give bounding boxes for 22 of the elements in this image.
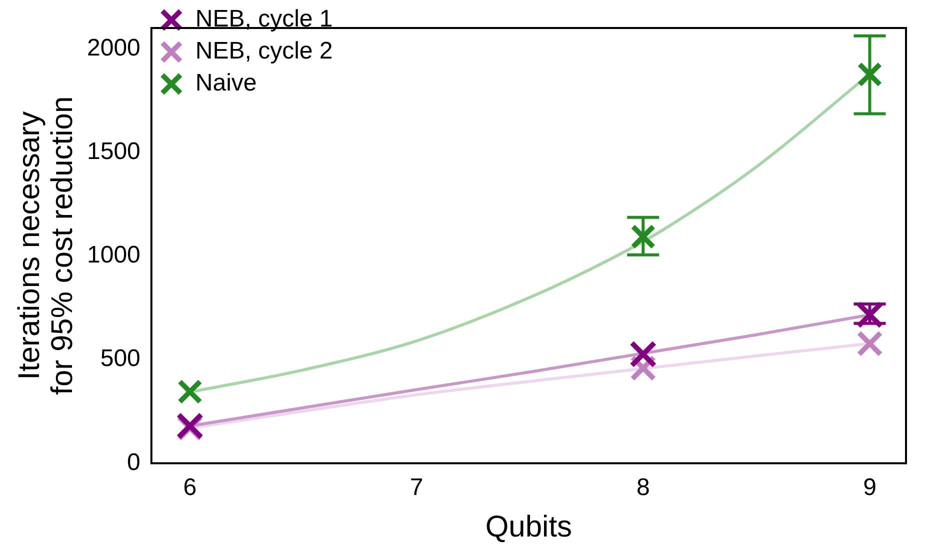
x-axis-title: Qubits — [485, 510, 572, 544]
point — [629, 340, 657, 368]
line-series — [192, 314, 867, 427]
legend-label: Naive — [195, 70, 257, 97]
point — [856, 330, 883, 357]
x-tick-label: 8 — [636, 474, 650, 502]
x-tick-label: 7 — [410, 474, 424, 502]
point — [630, 224, 656, 250]
legend-label: NEB, cycle 2 — [195, 38, 333, 65]
point — [177, 379, 202, 404]
y-tick-label: 0 — [127, 448, 140, 476]
y-tick-label: 1000 — [87, 242, 140, 269]
point — [176, 412, 204, 440]
legend-label: NEB, cycle 1 — [195, 6, 333, 33]
y-axis-title: Iterations necessary for 95% cost reduction — [12, 96, 79, 395]
y-tick-label: 2000 — [87, 34, 140, 62]
x-tick-label: 9 — [863, 474, 876, 502]
y-tick-label: 500 — [100, 345, 140, 372]
point — [857, 62, 882, 87]
line-series — [192, 342, 867, 429]
y-tick-label: 1500 — [87, 138, 140, 165]
x-tick-label: 6 — [183, 474, 197, 502]
